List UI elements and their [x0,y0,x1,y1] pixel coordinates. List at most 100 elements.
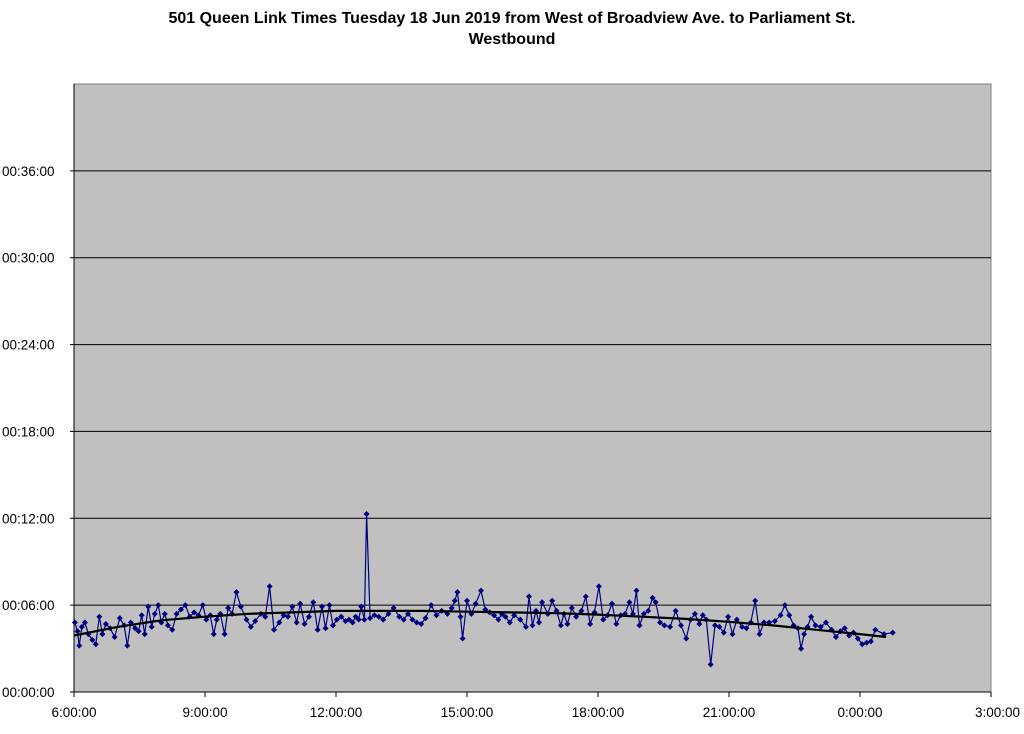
y-tick-label: 00:30:00 [2,251,55,266]
data-point [74,628,81,635]
data-point [526,593,533,600]
data-point [422,615,429,622]
chart-title-block: 501 Queen Link Times Tuesday 18 Jun 2019… [0,8,1024,50]
data-point [733,616,740,623]
data-point [319,603,326,610]
data-point [517,616,524,623]
data-point [363,510,370,517]
data-point [608,600,615,607]
data-point [720,629,727,636]
data-point [361,616,368,623]
data-point [367,615,374,622]
data-point [691,610,698,617]
y-tick-label: 00:00:00 [2,685,55,700]
data-point [511,612,518,619]
data-point [111,633,118,640]
data-point [472,600,479,607]
data-point [385,610,392,617]
data-point [652,599,659,606]
x-tick-label: 21:00:00 [703,705,756,720]
data-point [266,583,273,590]
data-point [199,602,206,609]
data-point [817,623,824,630]
data-point [477,587,484,594]
data-point [310,599,317,606]
data-point [338,613,345,620]
data-point [636,622,643,629]
x-axis-ticks: 6:00:00 9:00:00 12:00:00 15:00:00 18:00:00 21… [51,692,1020,720]
data-point [99,631,106,638]
x-tick-label: 0:00:00 [837,705,882,720]
data-point [661,622,668,629]
data-point [247,623,254,630]
data-point [124,642,131,649]
data-point [889,629,896,636]
data-point [672,607,679,614]
data-point [696,620,703,627]
data-point [729,631,736,638]
data-point [798,645,805,652]
data-point [529,622,536,629]
x-tick-label: 3:00:00 [975,705,1020,720]
data-point [640,610,647,617]
data-point [270,626,277,633]
data-point [872,626,879,633]
gridlines [73,84,991,693]
data-point [539,599,546,606]
data-point [568,605,575,612]
plot-area [73,83,992,693]
data-point [96,613,103,620]
data-point [396,613,403,620]
data-point [164,622,171,629]
data-point [506,619,513,626]
x-tick-label: 18:00:00 [572,705,625,720]
data-point [626,599,633,606]
y-tick-label: 00:06:00 [2,598,55,613]
data-point [138,612,145,619]
data-point [578,607,585,614]
data-point [145,603,152,610]
data-point [451,597,458,604]
data-point [418,620,425,627]
data-point [116,615,123,622]
data-point [459,635,466,642]
x-tick-label: 6:00:00 [51,705,96,720]
data-point [771,618,778,625]
chart-title: 501 Queen Link Times Tuesday 18 Jun 2019… [168,10,856,27]
data-point [233,589,240,596]
data-point [649,594,656,601]
data-point [182,602,189,609]
data-point [293,619,300,626]
data-point [276,619,283,626]
data-point [380,616,387,623]
x-tick-label: 12:00:00 [310,705,363,720]
data-point [329,622,336,629]
data-point [151,610,158,617]
data-point [132,625,139,632]
y-tick-label: 00:24:00 [2,338,55,353]
data-point [322,625,329,632]
data-point [633,587,640,594]
data-point [564,620,571,627]
data-point [752,597,759,604]
data-point [677,622,684,629]
data-point [102,620,109,627]
data-point [433,612,440,619]
data-point [262,613,269,620]
data-point [305,613,312,620]
data-point [777,612,784,619]
data-point [464,597,470,604]
data-point [683,635,690,642]
data-point [400,616,407,623]
data-point [237,603,244,610]
data-point [645,607,652,614]
data-point [141,631,148,638]
data-point [326,602,333,609]
data-point [867,638,874,645]
data-point [225,605,232,612]
data-point [495,616,502,623]
data-point [76,642,83,649]
data-point [301,620,308,627]
data-point [155,602,162,609]
